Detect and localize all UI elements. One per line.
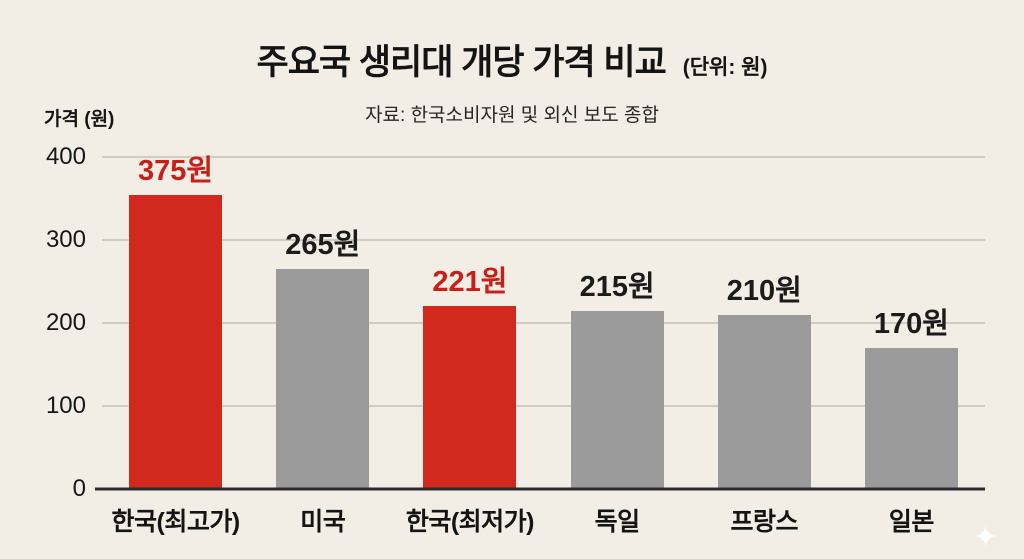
- bar-4: [570, 310, 664, 489]
- bar-value-label: 375원: [138, 155, 214, 187]
- chart-unit-note: (단위: 원): [682, 56, 768, 79]
- chart-title: 주요국 생리대 개당 가격 비교: [256, 43, 667, 82]
- bar-value-label: 215원: [579, 270, 655, 303]
- y-tick-label: 400: [45, 143, 86, 170]
- chart-source: 자료: 한국소비자원 및 외신 보도 종합: [365, 105, 659, 126]
- bar-5: [717, 314, 811, 489]
- sparkle-icon: ✦: [972, 521, 998, 554]
- bar-6: [864, 347, 958, 489]
- x-category-label: 독일: [594, 508, 641, 536]
- y-axis-label: 가격 (원): [44, 109, 115, 130]
- bar-value-label: 170원: [873, 307, 949, 340]
- bar-value-label: 221원: [432, 265, 508, 298]
- y-gridline: [102, 405, 985, 407]
- plot-area: 0 100 200 300 400 375원 한국(최고가) 265원 미국 221원 한국(최저…: [46, 145, 985, 537]
- chart-header: 주요국 생리대 개당 가격 비교 (단위: 원) 자료: 한국소비자원 및 외신…: [0, 34, 1024, 127]
- chart-title-row: 주요국 생리대 개당 가격 비교 (단위: 원): [256, 43, 768, 82]
- y-gridline: [102, 239, 985, 241]
- bar-value-label: 210원: [726, 274, 802, 307]
- x-category-label: 프랑스: [730, 508, 799, 536]
- bar-2: [276, 269, 370, 489]
- x-axis-baseline: [95, 487, 985, 491]
- y-tick-label: 300: [45, 226, 86, 253]
- x-category-label: 일본: [888, 508, 935, 536]
- y-tick-label: 100: [45, 392, 86, 419]
- y-tick-label: 200: [45, 309, 86, 336]
- x-category-label: 한국(최고가): [111, 508, 241, 536]
- bar-3: [423, 305, 517, 489]
- x-category-label: 한국(최저가): [405, 508, 535, 536]
- y-gridline: [102, 322, 985, 324]
- bar-value-label: 265원: [285, 229, 361, 262]
- x-category-label: 미국: [300, 508, 346, 536]
- bars-container: 375원 한국(최고가) 265원 미국 221원 한국(최저가) 215원 독일 210원 프랑…: [102, 155, 985, 537]
- y-tick-label: 0: [72, 475, 86, 502]
- y-gridline: [102, 156, 985, 158]
- bar-1: [129, 195, 223, 489]
